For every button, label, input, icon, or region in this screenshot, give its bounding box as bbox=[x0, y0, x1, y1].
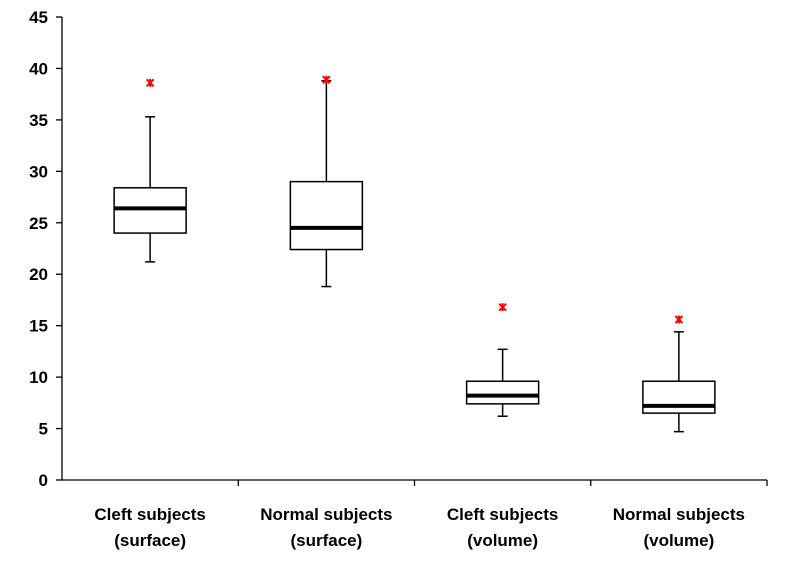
iqr-box bbox=[642, 380, 716, 414]
y-tick-label: 45 bbox=[29, 8, 48, 27]
y-tick-label: 30 bbox=[29, 162, 48, 181]
x-category-label: Normal subjects bbox=[260, 505, 392, 524]
iqr-box bbox=[289, 180, 364, 251]
y-tick-label: 15 bbox=[29, 317, 48, 336]
box-group bbox=[642, 315, 716, 433]
outlier-marker bbox=[322, 75, 331, 84]
y-tick-label: 10 bbox=[29, 368, 48, 387]
iqr-box bbox=[113, 187, 187, 234]
y-tick-label: 40 bbox=[29, 59, 48, 78]
x-category-label: Normal subjects bbox=[613, 505, 745, 524]
box-group bbox=[289, 75, 364, 288]
outlier-marker bbox=[498, 302, 507, 312]
x-category-label: Cleft subjects bbox=[94, 505, 205, 524]
x-category-label: (surface) bbox=[114, 531, 186, 550]
y-tick-label: 5 bbox=[39, 420, 48, 439]
x-axis: Cleft subjects (surface) Normal subjects (s… bbox=[62, 479, 768, 550]
x-category-label: (surface) bbox=[290, 531, 362, 550]
y-tick-label: 20 bbox=[29, 265, 48, 284]
iqr-box bbox=[465, 380, 540, 405]
box-group bbox=[465, 302, 540, 417]
y-tick-label: 25 bbox=[29, 214, 48, 233]
outlier-marker bbox=[674, 315, 684, 324]
boxes bbox=[113, 75, 716, 433]
box-group bbox=[113, 78, 187, 263]
outlier-marker bbox=[145, 78, 155, 88]
y-tick-label: 0 bbox=[39, 471, 48, 490]
x-category-label: (volume) bbox=[467, 531, 538, 550]
y-axis: 0 5 10 15 20 25 30 35 40 45 bbox=[29, 8, 63, 490]
y-tick-label: 35 bbox=[29, 111, 48, 130]
x-category-label: (volume) bbox=[643, 531, 714, 550]
x-category-label: Cleft subjects bbox=[447, 505, 558, 524]
